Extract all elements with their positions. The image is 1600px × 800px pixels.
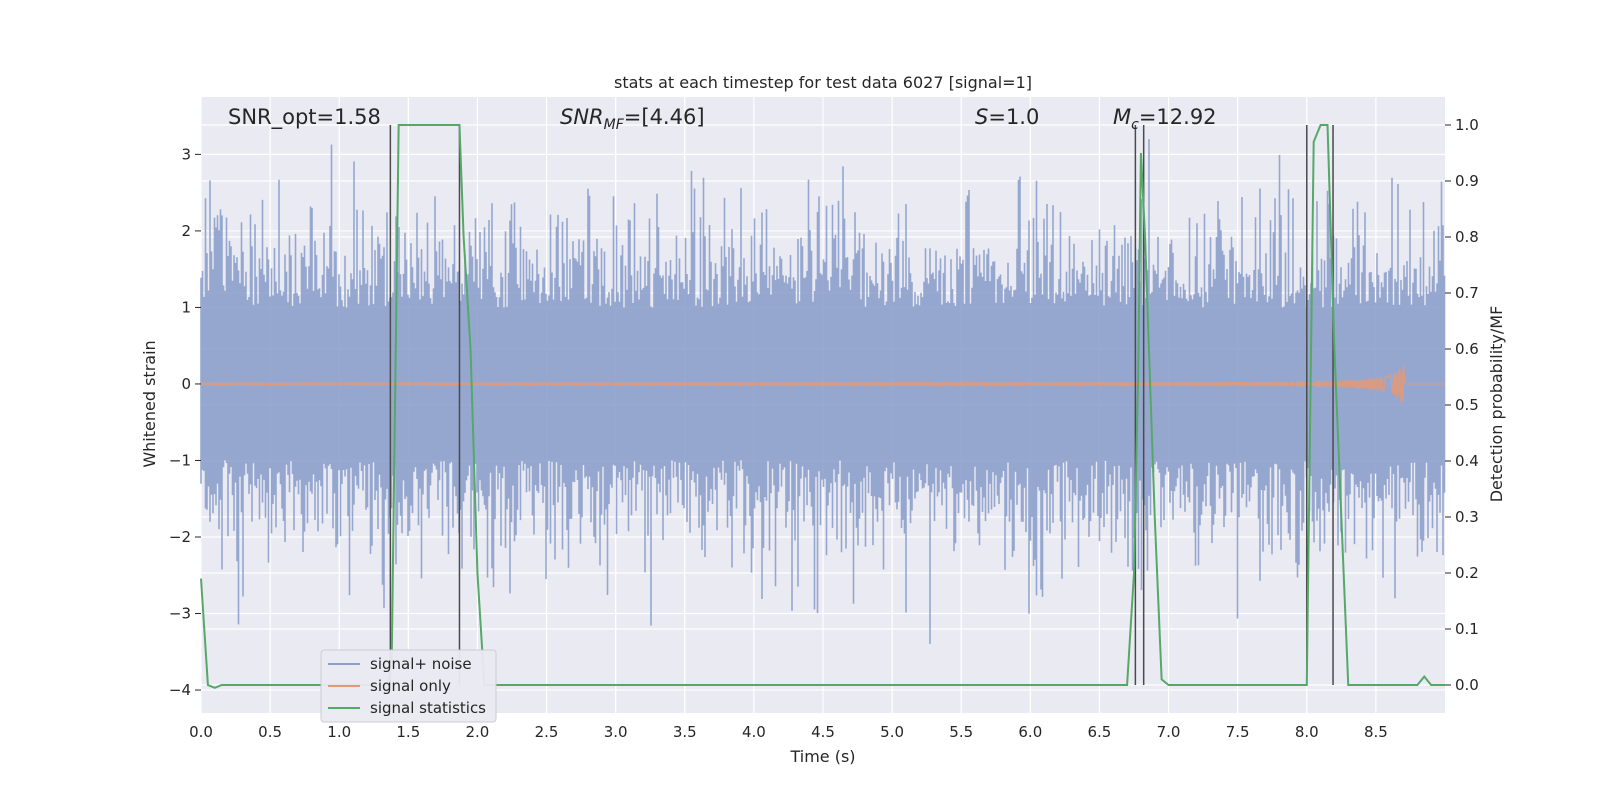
y-right-tick-label: 0.4 xyxy=(1455,452,1479,470)
x-axis-label: Time (s) xyxy=(789,747,855,766)
series-signal-statistics xyxy=(200,124,1445,689)
y-right-tick-label: 1.0 xyxy=(1455,116,1479,134)
x-tick-label: 1.5 xyxy=(396,723,420,741)
y-left-tick-label: 0 xyxy=(181,375,191,393)
chart-title: stats at each timestep for test data 602… xyxy=(614,73,1032,92)
y-right-tick-label: 0.3 xyxy=(1455,508,1479,526)
legend: signal+ noise signal only signal statist… xyxy=(320,649,497,723)
x-tick-label: 2.5 xyxy=(535,723,559,741)
y-right-axis-label: Detection probability/MF xyxy=(1487,306,1506,503)
y-right-tick-label: 0.9 xyxy=(1455,172,1479,190)
x-tick-label: 8.0 xyxy=(1295,723,1319,741)
signal-only-trace xyxy=(200,364,1445,404)
y-left-tick-label: 1 xyxy=(181,298,191,316)
y-left-axis-ticks: 3 2 1 0 −1 −2 −3 −4 xyxy=(169,145,201,699)
series-signal-only xyxy=(200,364,1445,404)
y-left-tick-label: 3 xyxy=(181,145,191,163)
y-right-tick-label: 0.2 xyxy=(1455,564,1479,582)
vertical-lines xyxy=(389,125,1334,685)
x-tick-label: 0.5 xyxy=(258,723,282,741)
y-left-axis-label: Whitened strain xyxy=(140,340,159,467)
x-tick-label: 4.5 xyxy=(811,723,835,741)
x-tick-label: 7.0 xyxy=(1157,723,1181,741)
y-right-tick-label: 0.6 xyxy=(1455,340,1479,358)
x-tick-label: 7.5 xyxy=(1226,723,1250,741)
annotation-snr-opt: SNR_opt=1.58 xyxy=(228,105,381,130)
x-tick-label: 2.0 xyxy=(466,723,490,741)
x-tick-label: 6.5 xyxy=(1088,723,1112,741)
x-tick-label: 3.5 xyxy=(673,723,697,741)
x-tick-label: 5.0 xyxy=(880,723,904,741)
annotation-snr-mf: SNRMF=[4.46] xyxy=(560,105,705,133)
y-right-axis-ticks: 1.0 0.9 0.8 0.7 0.6 0.5 0.4 0.3 0.2 0.1 0.0 xyxy=(1445,116,1479,694)
x-tick-label: 1.0 xyxy=(327,723,351,741)
x-tick-label: 5.5 xyxy=(949,723,973,741)
x-axis-ticks: 0.0 0.5 1.0 1.5 2.0 2.5 3.0 3.5 4.0 4.5 5.0 5.5 6.0 6… xyxy=(189,723,1388,741)
y-left-tick-label: −1 xyxy=(169,451,191,469)
annotation-s: S=1.0 xyxy=(975,105,1039,129)
annotation-mc: Mc=12.92 xyxy=(1113,105,1217,133)
y-right-tick-label: 0.7 xyxy=(1455,284,1479,302)
x-tick-label: 8.5 xyxy=(1364,723,1388,741)
y-right-tick-label: 0.5 xyxy=(1455,396,1479,414)
x-tick-label: 3.0 xyxy=(604,723,628,741)
legend-label-signal-only: signal only xyxy=(370,677,451,695)
y-left-tick-label: −3 xyxy=(169,605,191,623)
y-left-tick-label: −2 xyxy=(169,528,191,546)
x-tick-label: 6.0 xyxy=(1018,723,1042,741)
y-left-tick-label: −4 xyxy=(169,681,191,699)
y-right-tick-label: 0.8 xyxy=(1455,228,1479,246)
legend-label-signal-statistics: signal statistics xyxy=(370,699,486,717)
x-tick-label: 4.0 xyxy=(742,723,766,741)
signal-statistics-line xyxy=(200,124,1445,689)
y-right-tick-label: 0.0 xyxy=(1455,676,1479,694)
y-left-tick-label: 2 xyxy=(181,222,191,240)
x-tick-label: 0.0 xyxy=(189,723,213,741)
legend-label-signal-noise: signal+ noise xyxy=(370,655,472,673)
y-right-tick-label: 0.1 xyxy=(1455,620,1479,638)
legend-box xyxy=(320,649,497,723)
